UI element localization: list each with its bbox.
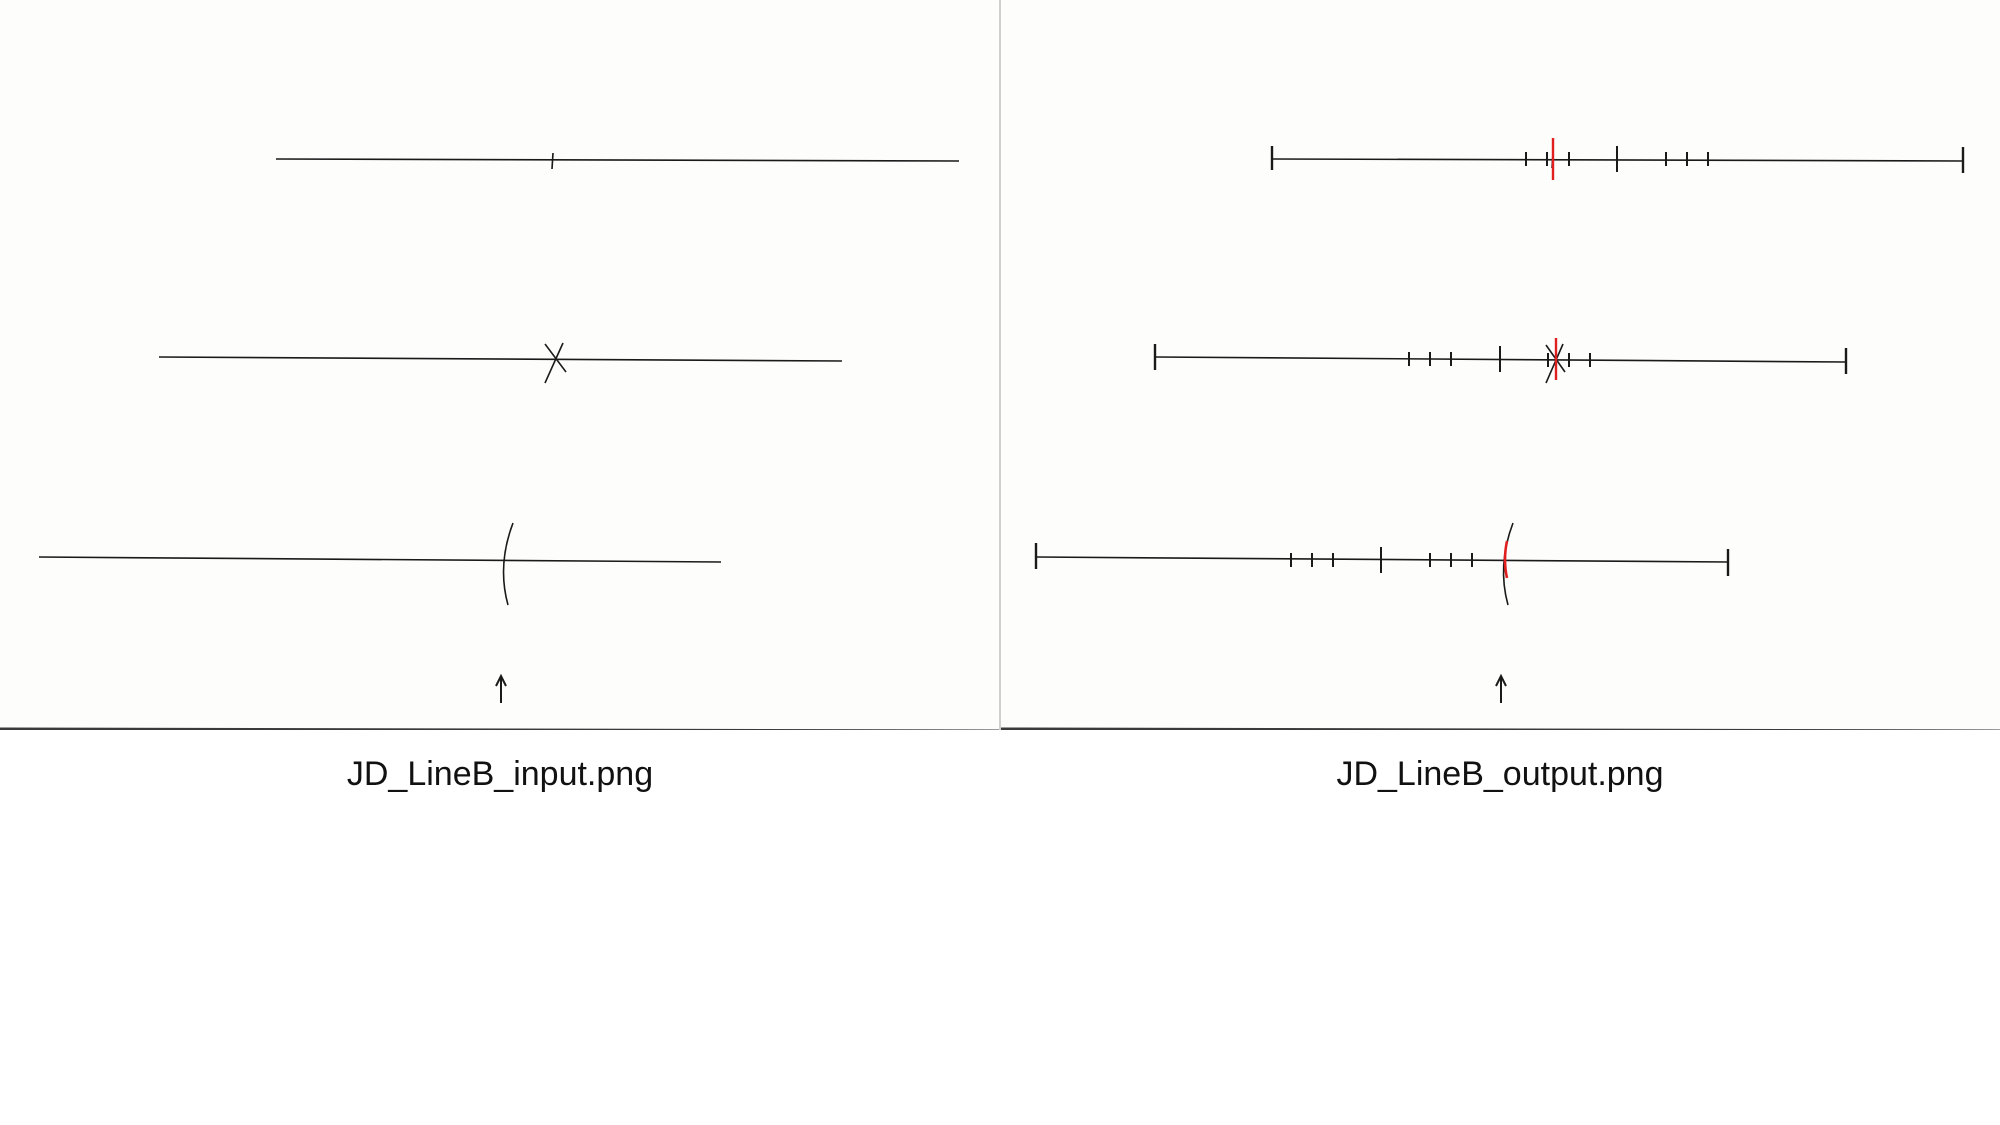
line-3-red-marker: [1503, 540, 1509, 579]
line-3-scale-ticks: [1290, 547, 1473, 573]
input-image-panel: [0, 0, 1000, 730]
line-3-stroke: [1036, 556, 1729, 563]
input-drawing: [0, 152, 1000, 730]
line-2-stroke: [158, 356, 843, 362]
line-3-arc-mark: [502, 522, 514, 606]
line-2: [1153, 338, 1848, 384]
line-1-stroke: [275, 158, 960, 162]
output-caption: JD_LineB_output.png: [1336, 755, 1664, 793]
output-image-panel: [1001, 0, 2000, 730]
line-1: [275, 152, 960, 170]
bottom-edge: [1001, 727, 2000, 730]
output-drawing: [1001, 138, 2000, 730]
up-arrow-icon: [1495, 673, 1507, 703]
line-3: [38, 522, 722, 606]
line-1-tick-mark: [551, 152, 554, 170]
line-3-arc-mark: [1502, 522, 1514, 606]
line-2: [158, 342, 843, 384]
panel-divider: [999, 0, 1001, 730]
line-1: [1270, 138, 1965, 180]
input-caption: JD_LineB_input.png: [346, 755, 654, 793]
up-arrow-icon: [495, 673, 507, 703]
line-3: [1034, 522, 1730, 606]
line-2-x-mark-b: [1545, 343, 1564, 384]
line-2-x-mark-b: [544, 342, 564, 384]
bottom-edge: [0, 727, 1000, 730]
line-1-scale-ticks: [1525, 146, 1709, 172]
line-3-stroke: [38, 556, 722, 563]
line-2-scale-ticks: [1408, 346, 1591, 372]
